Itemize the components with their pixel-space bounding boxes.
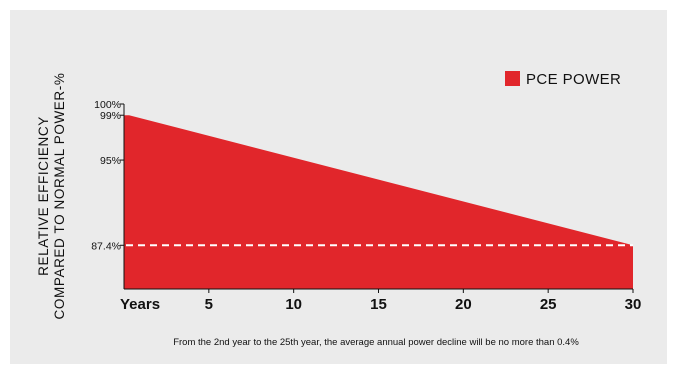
x-tick-label: 10 [285, 296, 302, 313]
y-tick-label: 95% [100, 155, 121, 167]
x-tick-label: 25 [540, 296, 557, 313]
x-tick-label: 5 [205, 296, 213, 313]
y-axis-title-line-2: COMPARED TO NORMAL POWER-% [52, 73, 67, 320]
x-ticks: Years 5 10 15 20 25 30 [120, 289, 641, 313]
y-tick-label: 99% [100, 110, 121, 122]
y-tick-label: 100% [94, 99, 121, 111]
x-axis-label-years: Years [120, 296, 160, 313]
y-tick-label: 87.4% [91, 240, 121, 252]
y-ticks: 100%99% 95% 87.4% [91, 99, 124, 252]
footnote: From the 2nd year to the 25th year, the … [173, 337, 579, 348]
pce-power-area [124, 115, 633, 289]
legend-swatch-pce-power [505, 71, 520, 86]
legend-label-pce-power: PCE POWER [526, 71, 621, 88]
x-tick-label: 15 [370, 296, 387, 313]
x-tick-label: 30 [625, 296, 642, 313]
x-tick-label: 20 [455, 296, 472, 313]
y-axis-title-line-1: RELATIVE EFFICIENCY [36, 116, 51, 276]
